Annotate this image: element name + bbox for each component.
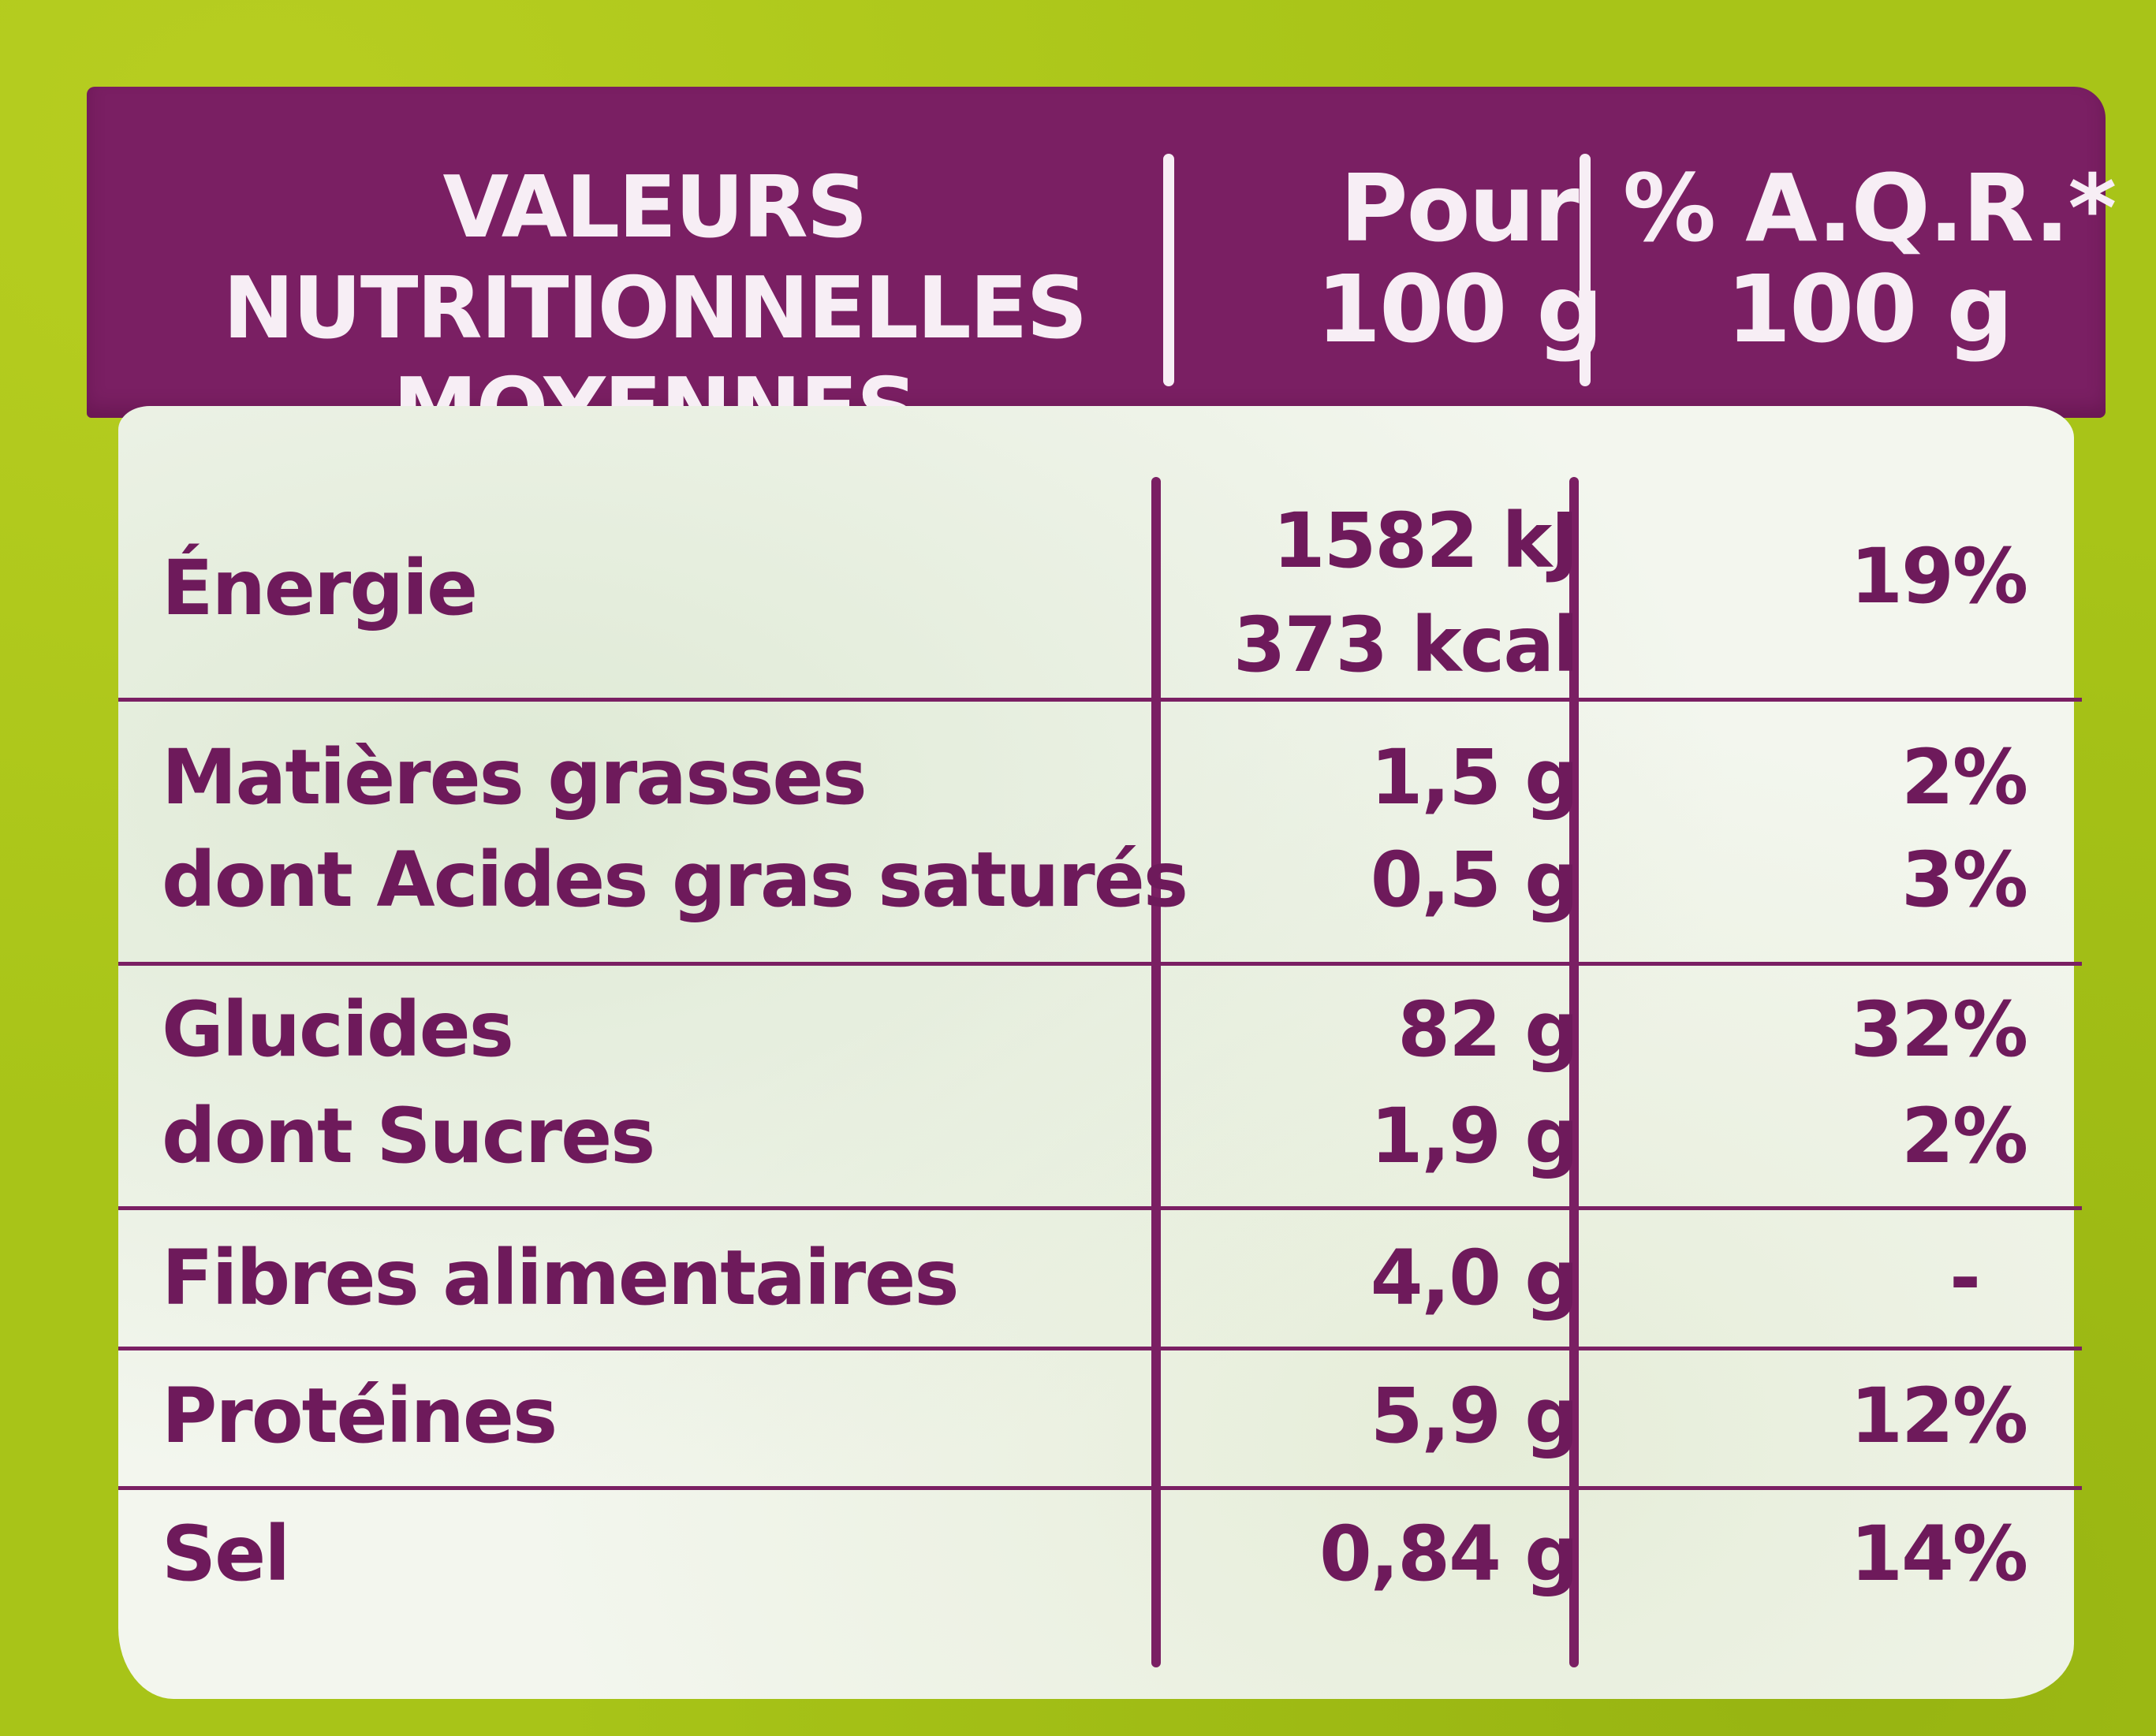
header-aqr-line2: 100 g: [1726, 255, 2013, 363]
nutrient-percent: 14%: [1850, 1510, 2028, 1598]
table-header: VALEURS NUTRITIONNELLES MOYENNES Pour 10…: [87, 87, 2117, 459]
nutrient-percent: 3%: [1901, 836, 2028, 924]
nutrient-percent: 32%: [1850, 985, 2028, 1074]
nutrient-value: 4,0 g: [1370, 1234, 1579, 1322]
nutrient-percent: 2%: [1901, 733, 2028, 821]
column-divider: [1151, 477, 1161, 1667]
row-divider: [118, 1206, 2082, 1210]
header-per-line2: 100 g: [1316, 255, 1603, 363]
nutrient-value: 5,9 g: [1370, 1372, 1579, 1460]
table-body: [118, 406, 2074, 1699]
nutrient-value: 1,5 g: [1370, 733, 1579, 821]
nutrient-value: 0,84 g: [1319, 1510, 1579, 1598]
nutrient-name: dont Sucres: [162, 1092, 655, 1180]
nutrient-name: Glucides: [162, 985, 514, 1074]
column-divider: [1569, 477, 1579, 1667]
header-aqr-line1: % A.Q.R.*: [1622, 154, 2117, 263]
energy-kcal-value: 373 kcal: [1233, 601, 1579, 689]
header-divider: [1580, 154, 1591, 386]
row-divider: [118, 1486, 2082, 1490]
nutrient-name: dont Acides gras saturés: [162, 836, 1188, 924]
header-title-line1: VALEURS NUTRITIONNELLES: [222, 158, 1088, 358]
nutrient-percent: 2%: [1901, 1092, 2028, 1180]
nutrient-value: 82 g: [1397, 985, 1579, 1074]
row-divider: [118, 962, 2082, 966]
nutrient-value: 0,5 g: [1370, 836, 1579, 924]
energy-kj-value: 1582 kJ: [1272, 497, 1579, 585]
nutrient-name: Sel: [162, 1510, 290, 1598]
nutrient-percent: 12%: [1850, 1372, 2028, 1460]
header-divider: [1163, 154, 1174, 386]
nutrition-label: VALEURS NUTRITIONNELLES MOYENNES Pour 10…: [87, 87, 2117, 1699]
header-per-line1: Pour: [1340, 154, 1580, 263]
nutrient-percent: 19%: [1850, 532, 2028, 620]
nutrient-value: 1,9 g: [1370, 1092, 1579, 1180]
nutrient-name: Fibres alimentaires: [162, 1234, 959, 1322]
row-divider: [118, 698, 2082, 702]
nutrient-name: Matières grasses: [162, 733, 867, 821]
nutrient-value: 1582 kJ 373 kcal: [1096, 489, 1579, 697]
row-divider: [118, 1347, 2082, 1350]
header-aqr-column: % A.Q.R.* 100 g: [1601, 158, 2137, 359]
nutrient-name: Protéines: [162, 1372, 558, 1460]
header-per-100g-column: Pour 100 g: [1207, 158, 1711, 359]
nutrient-percent: -: [1949, 1234, 1981, 1322]
nutrient-name: Énergie: [162, 544, 478, 632]
